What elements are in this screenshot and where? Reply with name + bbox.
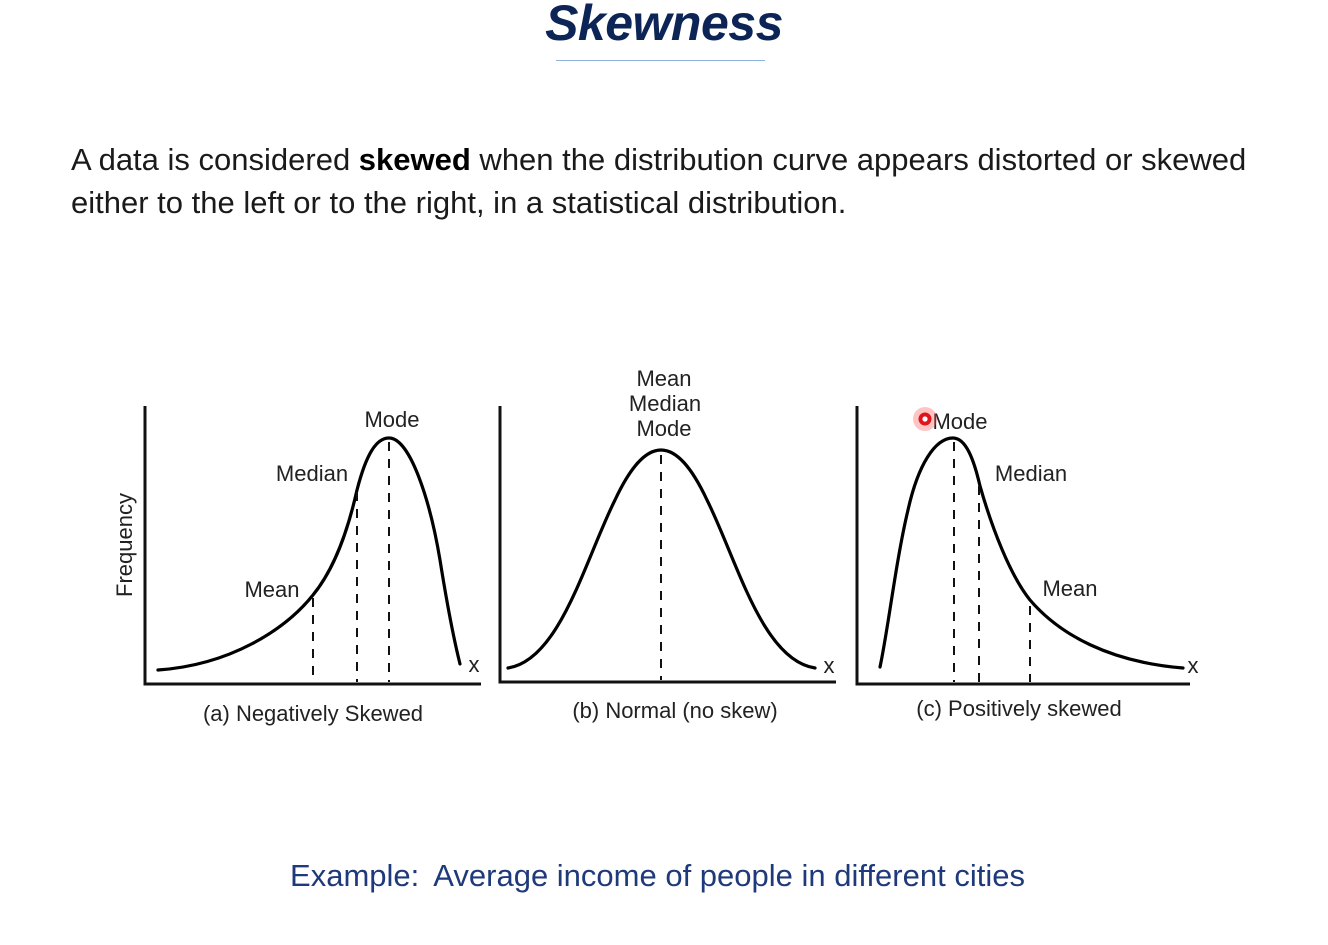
panel-b-curve xyxy=(506,448,817,670)
frequency-axis-label: Frequency xyxy=(112,493,137,597)
panel-positively-skewed: Mode Median Mean x (c) Positively skewed xyxy=(855,406,1199,721)
description-text-start: A data is considered xyxy=(71,142,359,177)
panel-a-curve xyxy=(156,436,462,672)
panel-b-mean-label: Mean xyxy=(636,366,691,391)
example-line: Example: Average income of people in diff… xyxy=(0,858,1315,894)
panel-a-median-label: Median xyxy=(276,461,348,486)
panel-c-curve xyxy=(878,436,1185,670)
panel-normal: Mean Median Mode x (b) Normal (no skew) xyxy=(498,366,836,723)
panel-b-mode-label: Mode xyxy=(636,416,691,441)
title-underline xyxy=(556,60,765,61)
panel-a-mean-label: Mean xyxy=(244,577,299,602)
panel-a-caption: (a) Negatively Skewed xyxy=(203,701,423,726)
panel-a-axes xyxy=(143,406,481,686)
description: A data is considered skewed when the dis… xyxy=(71,138,1271,224)
panel-a-mode-label: Mode xyxy=(364,407,419,432)
description-text-end: when the distribution curve appears dist… xyxy=(71,142,1247,220)
panel-b-x-label: x xyxy=(824,653,835,678)
example-prefix: Example: xyxy=(290,858,420,893)
panel-b-caption: (b) Normal (no skew) xyxy=(572,698,777,723)
laser-pointer-icon xyxy=(913,407,937,431)
panel-b-median-label: Median xyxy=(629,391,701,416)
panel-negatively-skewed: Mode Median Mean x (a) Negatively Skewed xyxy=(143,406,481,726)
panel-c-x-label: x xyxy=(1188,653,1199,678)
panel-b-axes xyxy=(498,406,836,684)
example-text: Average income of people in different ci… xyxy=(433,858,1025,893)
panel-a-x-label: x xyxy=(469,652,480,677)
description-bold-term: skewed xyxy=(358,142,471,177)
slide-title: Skewness xyxy=(545,0,783,51)
panel-c-axes xyxy=(855,406,1190,686)
panel-c-mean-label: Mean xyxy=(1042,576,1097,601)
panel-c-median-label: Median xyxy=(995,461,1067,486)
panel-c-mode-label: Mode xyxy=(932,409,987,434)
panel-c-caption: (c) Positively skewed xyxy=(916,696,1121,721)
